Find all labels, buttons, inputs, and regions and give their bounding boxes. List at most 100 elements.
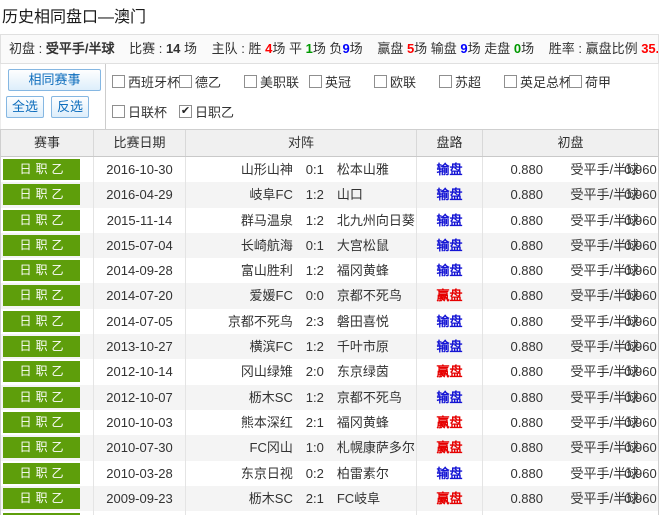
odds-left: 0.880	[510, 364, 544, 380]
summary-match-count: 比赛 : 14 场	[129, 41, 197, 56]
home-team: 爱媛FC	[249, 288, 293, 304]
league-filter-item[interactable]: 英足总杯	[504, 74, 572, 90]
same-event-button[interactable]: 相同赛事	[8, 69, 101, 91]
table-row: 日职乙 2010-07-30 FC冈山 1:0 札幌康萨多尔 赢盘 0.880 受平手/半球 0…	[1, 435, 658, 461]
filter-buttons: 相同赛事 全选 反选	[1, 64, 106, 129]
table-row: 日职乙 2016-04-29 岐阜FC 1:2 山口 输盘 0.880 受平手/半球 0.960	[1, 182, 658, 208]
opening-odds-cell: 0.880 受平手/半球 0.960	[483, 385, 658, 410]
league-cell: 日职乙	[1, 409, 94, 436]
league-cell: 日职乙	[1, 207, 94, 233]
home-team: 熊本深红	[240, 414, 293, 430]
league-cell: 日职乙	[1, 334, 94, 360]
table-row: 日职乙 2014-07-05 京都不死鸟 2:3 磐田喜悦 输盘 0.880 受平手/半球 0.…	[1, 308, 658, 335]
match-score: 2:3	[305, 313, 324, 329]
match-score: 1:2	[305, 263, 324, 279]
opening-odds-cell: 0.880 受平手/半球 0.960	[483, 410, 658, 435]
league-label: 荷甲	[585, 75, 612, 90]
match-score: 0:2	[305, 465, 324, 481]
handicap-line: 受平手/半球	[570, 364, 640, 380]
league-cell: 日职乙	[1, 157, 94, 183]
league-filter-item[interactable]: ✔ 日职乙	[179, 104, 244, 120]
handicap-line: 受平手/半球	[570, 414, 640, 430]
league-filter-item[interactable]: 德乙	[179, 74, 244, 90]
match-date: 2010-10-03	[94, 409, 186, 436]
league-checkbox[interactable]	[244, 75, 257, 88]
league-checkbox[interactable]	[112, 105, 125, 118]
table-row: 日职乙 2012-10-07 枥木SC 1:2 京都不死鸟 输盘 0.880 受平手/半球 0.…	[1, 384, 658, 410]
match-score: 1:2	[305, 339, 324, 355]
opening-odds-cell	[483, 511, 658, 515]
league-filter-item[interactable]: 美职联	[244, 74, 309, 90]
odds-right: 0.960	[624, 490, 657, 506]
result-cell: 赢盘	[417, 359, 483, 385]
matchup-cell: 长崎航海 0:1 大宫松鼠	[186, 232, 417, 259]
summary-handicap-record: 赢盘 5场 输盘 9场 走盘 0场	[377, 41, 534, 56]
match-date: 2014-09-28	[94, 258, 186, 284]
summary-label: 胜率 : 赢盘比例	[548, 41, 642, 56]
invert-selection-button[interactable]: 反选	[51, 96, 89, 118]
league-filter-item[interactable]: 欧联	[374, 74, 439, 90]
league-cell: 日职乙	[1, 258, 94, 284]
league-checkbox[interactable]	[179, 75, 192, 88]
home-team: 冈山绿雉	[240, 364, 293, 380]
league-cell: 日职乙	[1, 485, 94, 512]
filter-panel: 相同赛事 全选 反选 西班牙杯 德乙 美职联 英冠 欧联 苏超 英足总杯 荷甲日联杯 ✔ 日职乙	[0, 64, 659, 129]
table-header-row: 赛事 比赛日期 对阵 盘路 初盘	[1, 130, 658, 157]
league-checkbox[interactable]	[439, 75, 452, 88]
league-checkbox[interactable]	[504, 75, 517, 88]
league-checkbox[interactable]	[374, 75, 387, 88]
away-team: 京都不死鸟	[336, 389, 402, 405]
league-cell: 日职乙	[1, 232, 94, 259]
home-team: 长崎航海	[240, 237, 293, 253]
league-checkbox[interactable]	[569, 75, 582, 88]
matchup-cell: 爱媛FC 0:0 京都不死鸟	[186, 283, 417, 309]
select-all-button[interactable]: 全选	[6, 96, 44, 118]
odds-left: 0.880	[510, 212, 544, 228]
league-label: 日联杯	[128, 105, 168, 120]
opening-odds-cell: 0.880 受平手/半球 0.960	[483, 461, 658, 486]
league-checkbox-checked[interactable]: ✔	[179, 105, 192, 118]
away-team: 山口	[336, 187, 363, 203]
matchup-cell: 冈山绿雉 2:0 东京绿茵	[186, 359, 417, 385]
league-cell: 日职乙	[1, 460, 94, 486]
match-score: 0:0	[305, 288, 324, 304]
away-team: 京都不死鸟	[336, 288, 402, 304]
league-badge: 日职乙	[3, 437, 80, 459]
odds-left: 0.880	[510, 389, 544, 405]
opening-odds-cell: 0.880 受平手/半球 0.960	[483, 334, 658, 359]
summary-label: 场	[521, 41, 535, 56]
league-cell: 日职乙	[1, 384, 94, 410]
odds-left: 0.880	[510, 313, 544, 329]
odds-left: 0.880	[510, 288, 544, 304]
matchup-cell: 横滨FC 1:2 千叶市原	[186, 334, 417, 360]
league-cell: 日职乙	[1, 283, 94, 309]
away-team: 磐田喜悦	[336, 313, 389, 329]
matchup-cell: 山形山神 0:1 松本山雅	[186, 157, 417, 183]
handicap-line: 受平手/半球	[570, 162, 640, 177]
home-team: 岐阜FC	[249, 187, 293, 203]
match-score: 2:1	[305, 490, 324, 506]
match-date: 2013-10-27	[94, 334, 186, 360]
league-checkbox-group: 西班牙杯 德乙 美职联 英冠 欧联 苏超 英足总杯 荷甲日联杯 ✔ 日职乙	[106, 64, 658, 129]
match-score: 1:2	[305, 187, 324, 203]
league-filter-item[interactable]: 苏超	[439, 74, 504, 90]
league-checkbox[interactable]	[112, 75, 125, 88]
opening-odds-cell: 0.880 受平手/半球 0.960	[483, 208, 658, 233]
league-filter-item[interactable]: 西班牙杯	[112, 74, 180, 90]
table-row: 日职乙 2009-09-23 枥木SC 2:1 FC岐阜 赢盘 0.880 受平手/半球 0.9…	[1, 485, 658, 512]
away-team: 福冈黄蜂	[336, 263, 389, 279]
league-cell: 日职乙	[1, 359, 94, 385]
league-filter-item[interactable]: 荷甲	[569, 74, 634, 90]
league-checkbox[interactable]	[309, 75, 322, 88]
handicap-line: 受平手/半球	[570, 187, 640, 203]
match-score: 2:1	[305, 414, 324, 430]
opening-odds-cell: 0.880 受平手/半球 0.960	[483, 435, 658, 460]
odds-right: 0.960	[624, 313, 657, 329]
league-filter-item[interactable]: 英冠	[309, 74, 374, 90]
cover-pushes-value: 0	[513, 41, 522, 56]
odds-right: 0.960	[624, 212, 657, 228]
summary-home-record: 主队 : 胜 4场 平 1场 负9场	[212, 41, 363, 56]
league-filter-item[interactable]: 日联杯	[112, 104, 179, 120]
odds-left: 0.880	[510, 263, 544, 279]
